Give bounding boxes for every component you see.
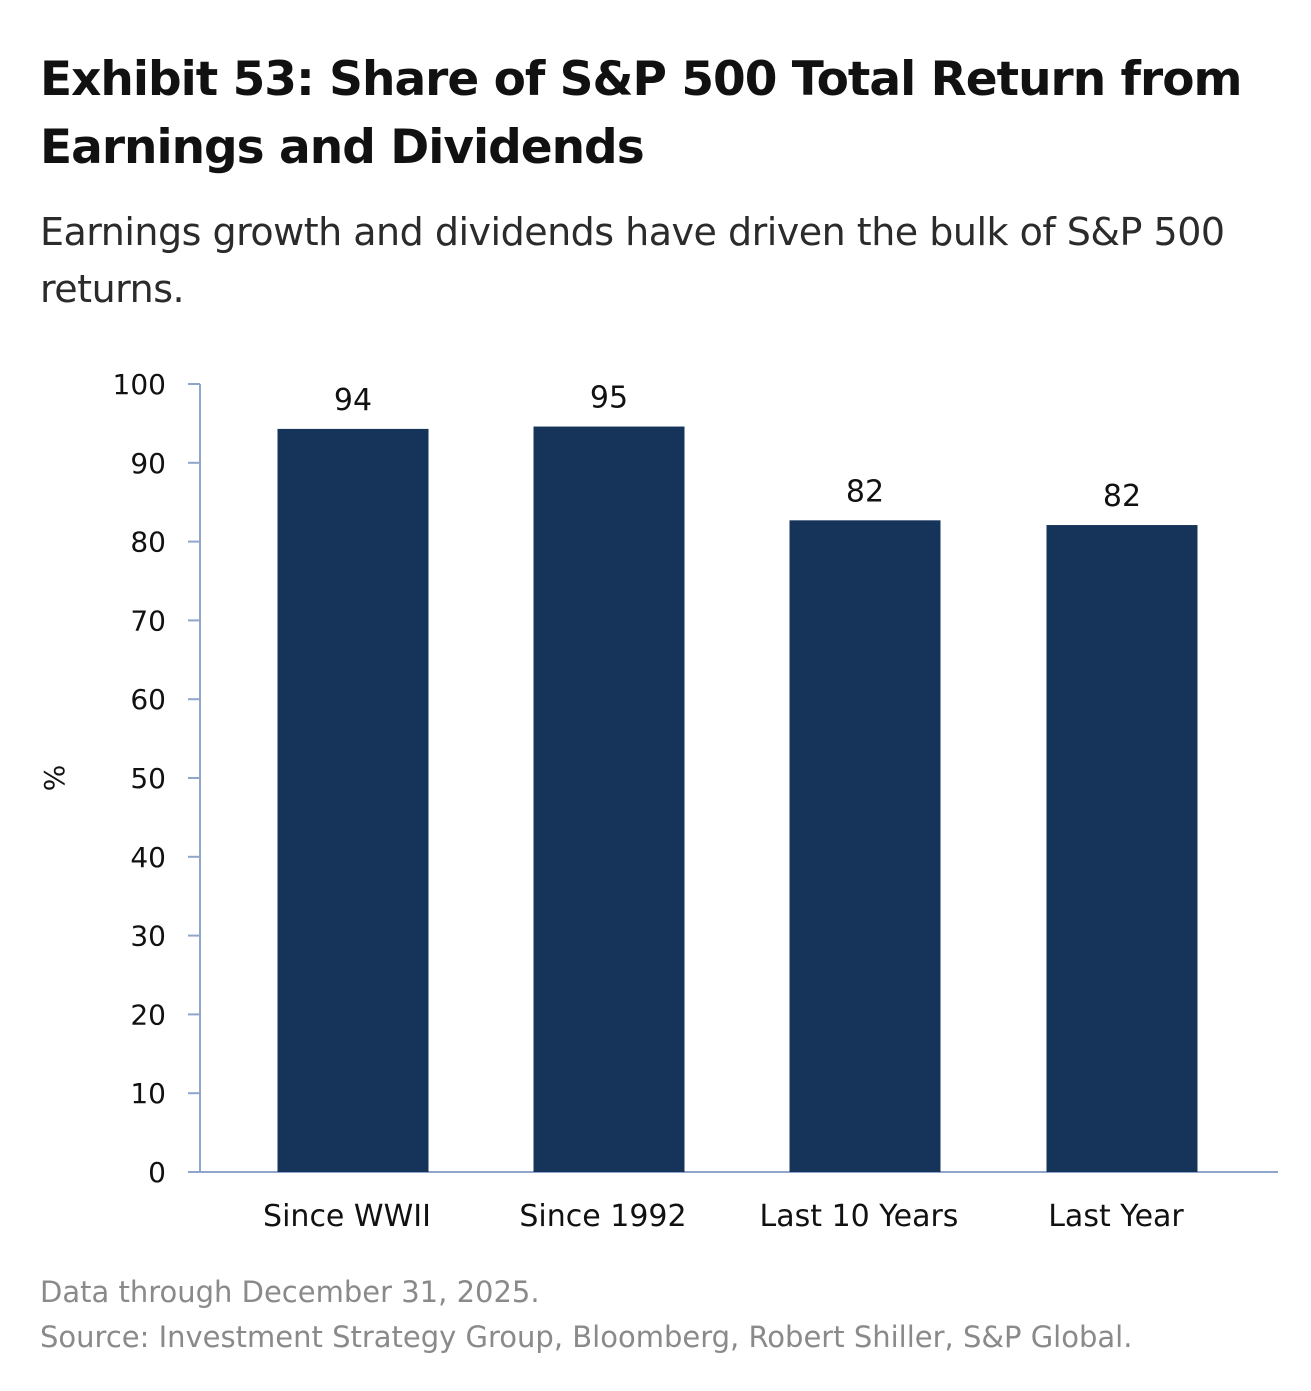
data-labels: 94 95 82 82 [334, 381, 1141, 515]
y-tick-label: 20 [130, 998, 166, 1031]
y-tick-label: 90 [130, 447, 166, 480]
x-category-label: Since 1992 [519, 1199, 686, 1234]
bar-last-year [1046, 525, 1198, 1172]
y-tick-label: 70 [130, 604, 166, 637]
bar-value-label: 94 [334, 383, 372, 418]
bar-value-label: 82 [846, 474, 884, 509]
y-tick-label: 80 [130, 526, 166, 559]
y-tick-label: 10 [130, 1077, 166, 1110]
y-tick-label: 40 [130, 841, 166, 874]
y-tick-label: 0 [148, 1156, 166, 1189]
bar-since-wwii [277, 428, 429, 1172]
bar-value-label: 82 [1103, 479, 1141, 514]
y-tick-label: 60 [130, 683, 166, 716]
x-category-label: Last Year [1048, 1199, 1184, 1234]
x-category-label: Since WWII [263, 1199, 431, 1234]
bar-last-10-years [789, 520, 941, 1172]
bars [277, 426, 1198, 1172]
y-axis-title: % [38, 765, 71, 792]
y-tick-label: 50 [130, 762, 166, 795]
x-category-label: Last 10 Years [760, 1199, 959, 1234]
y-tick-label: 100 [113, 368, 166, 401]
y-axis: 0 10 20 30 40 50 60 70 80 90 100% [38, 368, 201, 1189]
data-note: Data through December 31, 2025. [40, 1275, 540, 1309]
bar-since-1992 [533, 426, 685, 1172]
chart-subtitle: Earnings growth and dividends have drive… [40, 210, 1225, 311]
source-note: Source: Investment Strategy Group, Bloom… [40, 1320, 1133, 1354]
y-tick-label: 30 [130, 920, 166, 953]
x-axis: Since WWII Since 1992 Last 10 Years Last Ye… [188, 1171, 1278, 1234]
chart-title: Exhibit 53: Share of S&P 500 Total Retur… [40, 52, 1242, 175]
bar-value-label: 95 [590, 381, 628, 416]
